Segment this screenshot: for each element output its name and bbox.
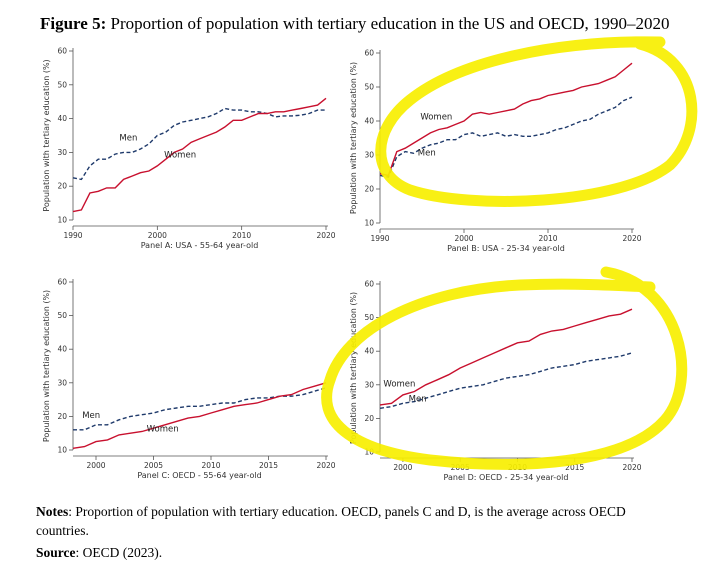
panel-d-label-women: Women [383, 379, 415, 389]
panel-a-series-women [72, 97, 327, 213]
panel-c-y-tick-label: 50 [57, 311, 67, 320]
panel-c-y-tick-label: 20 [57, 412, 67, 421]
panel-a-x-tick-label: 2020 [316, 231, 335, 240]
panel-c-y-tick-label: 30 [57, 378, 67, 387]
panel-a-label-men: Men [119, 134, 137, 144]
panel-c-series-men [73, 387, 327, 431]
panel-b-y-label: Population with tertiary education (%) [349, 62, 358, 214]
panel-d-y-tick-label: 60 [364, 280, 374, 289]
panel-a-y-tick-label: 30 [57, 148, 67, 157]
panel-c-y-tick-label: 10 [57, 446, 67, 455]
panel-d-series-men [379, 352, 633, 409]
panel-b-x-tick-label: 2010 [538, 234, 557, 243]
panel-c: 10 20 30 40 50 60 2000 2005 2010 2015 2020 Populati… [42, 278, 336, 481]
panel-c-y-label: Population with tertiary education (%) [42, 290, 51, 442]
figure-notes: Notes: Proportion of population with ter… [36, 502, 676, 540]
panel-a-y-tick-label: 60 [57, 47, 67, 56]
panel-c-y-tick-label: 60 [57, 278, 67, 287]
panel-a-y-label: Population with tertiary education (%) [42, 59, 51, 211]
panel-b-y-tick-label: 20 [364, 185, 374, 194]
panel-b-x-tick-label: 2000 [454, 234, 473, 243]
panel-d-x-tick-label: 2000 [393, 463, 412, 472]
panel-c-x-tick-label: 2005 [144, 461, 163, 470]
panel-a-y-tick-label: 10 [57, 216, 67, 225]
panel-b-y-tick-label: 30 [364, 151, 374, 160]
panel-d-y-tick-label: 50 [364, 313, 374, 322]
panel-b-label-men: Men [418, 149, 436, 159]
panel-d-label-men: Men [409, 395, 427, 405]
panel-a-label-women: Women [164, 150, 196, 160]
panel-b-y-tick-label: 10 [364, 219, 374, 228]
notes-text: : Proportion of population with tertiary… [36, 504, 626, 538]
figure-title: Figure 5: Proportion of population with … [40, 14, 670, 34]
panel-b-y-tick-label: 40 [364, 117, 374, 126]
figure-title-text: Proportion of population with tertiary e… [110, 14, 670, 33]
panel-c-series-women [72, 382, 327, 449]
panel-c-x-tick-label: 2000 [86, 461, 105, 470]
panel-a-y-tick-label: 40 [57, 114, 67, 123]
panel-b-x-tick-label: 2020 [622, 234, 641, 243]
highlight-circle-panel-d [321, 266, 688, 470]
panel-b-x-tick-label: 1990 [370, 234, 389, 243]
panel-d-y-tick-label: 10 [364, 448, 374, 457]
panel-c-x-tick-label: 2020 [316, 461, 335, 470]
panel-c-label-women: Women [147, 425, 179, 435]
notes-label: Notes [36, 504, 69, 519]
source-label: Source [36, 545, 76, 560]
panel-c-label-men: Men [82, 411, 100, 421]
panel-c-title: Panel C: OECD - 55-64 year-old [137, 471, 261, 480]
panel-d-y-tick-label: 30 [364, 380, 374, 389]
panel-d-series-women [379, 308, 633, 406]
panel-a-y-tick-label: 20 [57, 182, 67, 191]
panel-b: 10 20 30 40 50 60 1990 2000 2010 2020 Population w… [349, 49, 642, 254]
panel-a-x-tick-label: 1990 [63, 231, 82, 240]
panel-d-x-tick-label: 2020 [622, 463, 641, 472]
panel-d-title: Panel D: OECD - 25-34 year-old [444, 473, 569, 482]
panel-a-y-tick-label: 50 [57, 80, 67, 89]
panel-d-y-tick-label: 20 [364, 414, 374, 423]
figure-source: Source: OECD (2023). [36, 545, 162, 561]
panel-c-x-tick-label: 2015 [259, 461, 278, 470]
highlight-circle-panel-b [375, 36, 698, 207]
panel-a-series-men [72, 107, 326, 181]
panel-a-title: Panel A: USA - 55-64 year-old [141, 241, 259, 250]
panel-d-y-label: Population with tertiary education (%) [349, 292, 358, 444]
panel-a-x-tick-label: 2010 [232, 231, 251, 240]
panel-b-series-women [379, 62, 633, 177]
panel-c-y-tick-label: 40 [57, 345, 67, 354]
panel-a-x-tick-label: 2000 [148, 231, 167, 240]
panel-c-x-tick-label: 2010 [201, 461, 220, 470]
panel-d-y-tick-label: 40 [364, 347, 374, 356]
panel-b-y-tick-label: 60 [364, 49, 374, 58]
panel-b-y-tick-label: 50 [364, 83, 374, 92]
panel-d-x-tick-label: 2015 [565, 463, 584, 472]
panel-b-series-men [379, 96, 633, 178]
figure-label: Figure 5: [40, 14, 107, 33]
source-text: : OECD (2023). [75, 545, 163, 560]
panel-a: 10 20 30 40 50 60 1990 2000 2010 2020 Population w… [42, 47, 336, 251]
panel-b-title: Panel B: USA - 25-34 year-old [447, 244, 565, 253]
panel-b-label-women: Women [420, 112, 452, 122]
